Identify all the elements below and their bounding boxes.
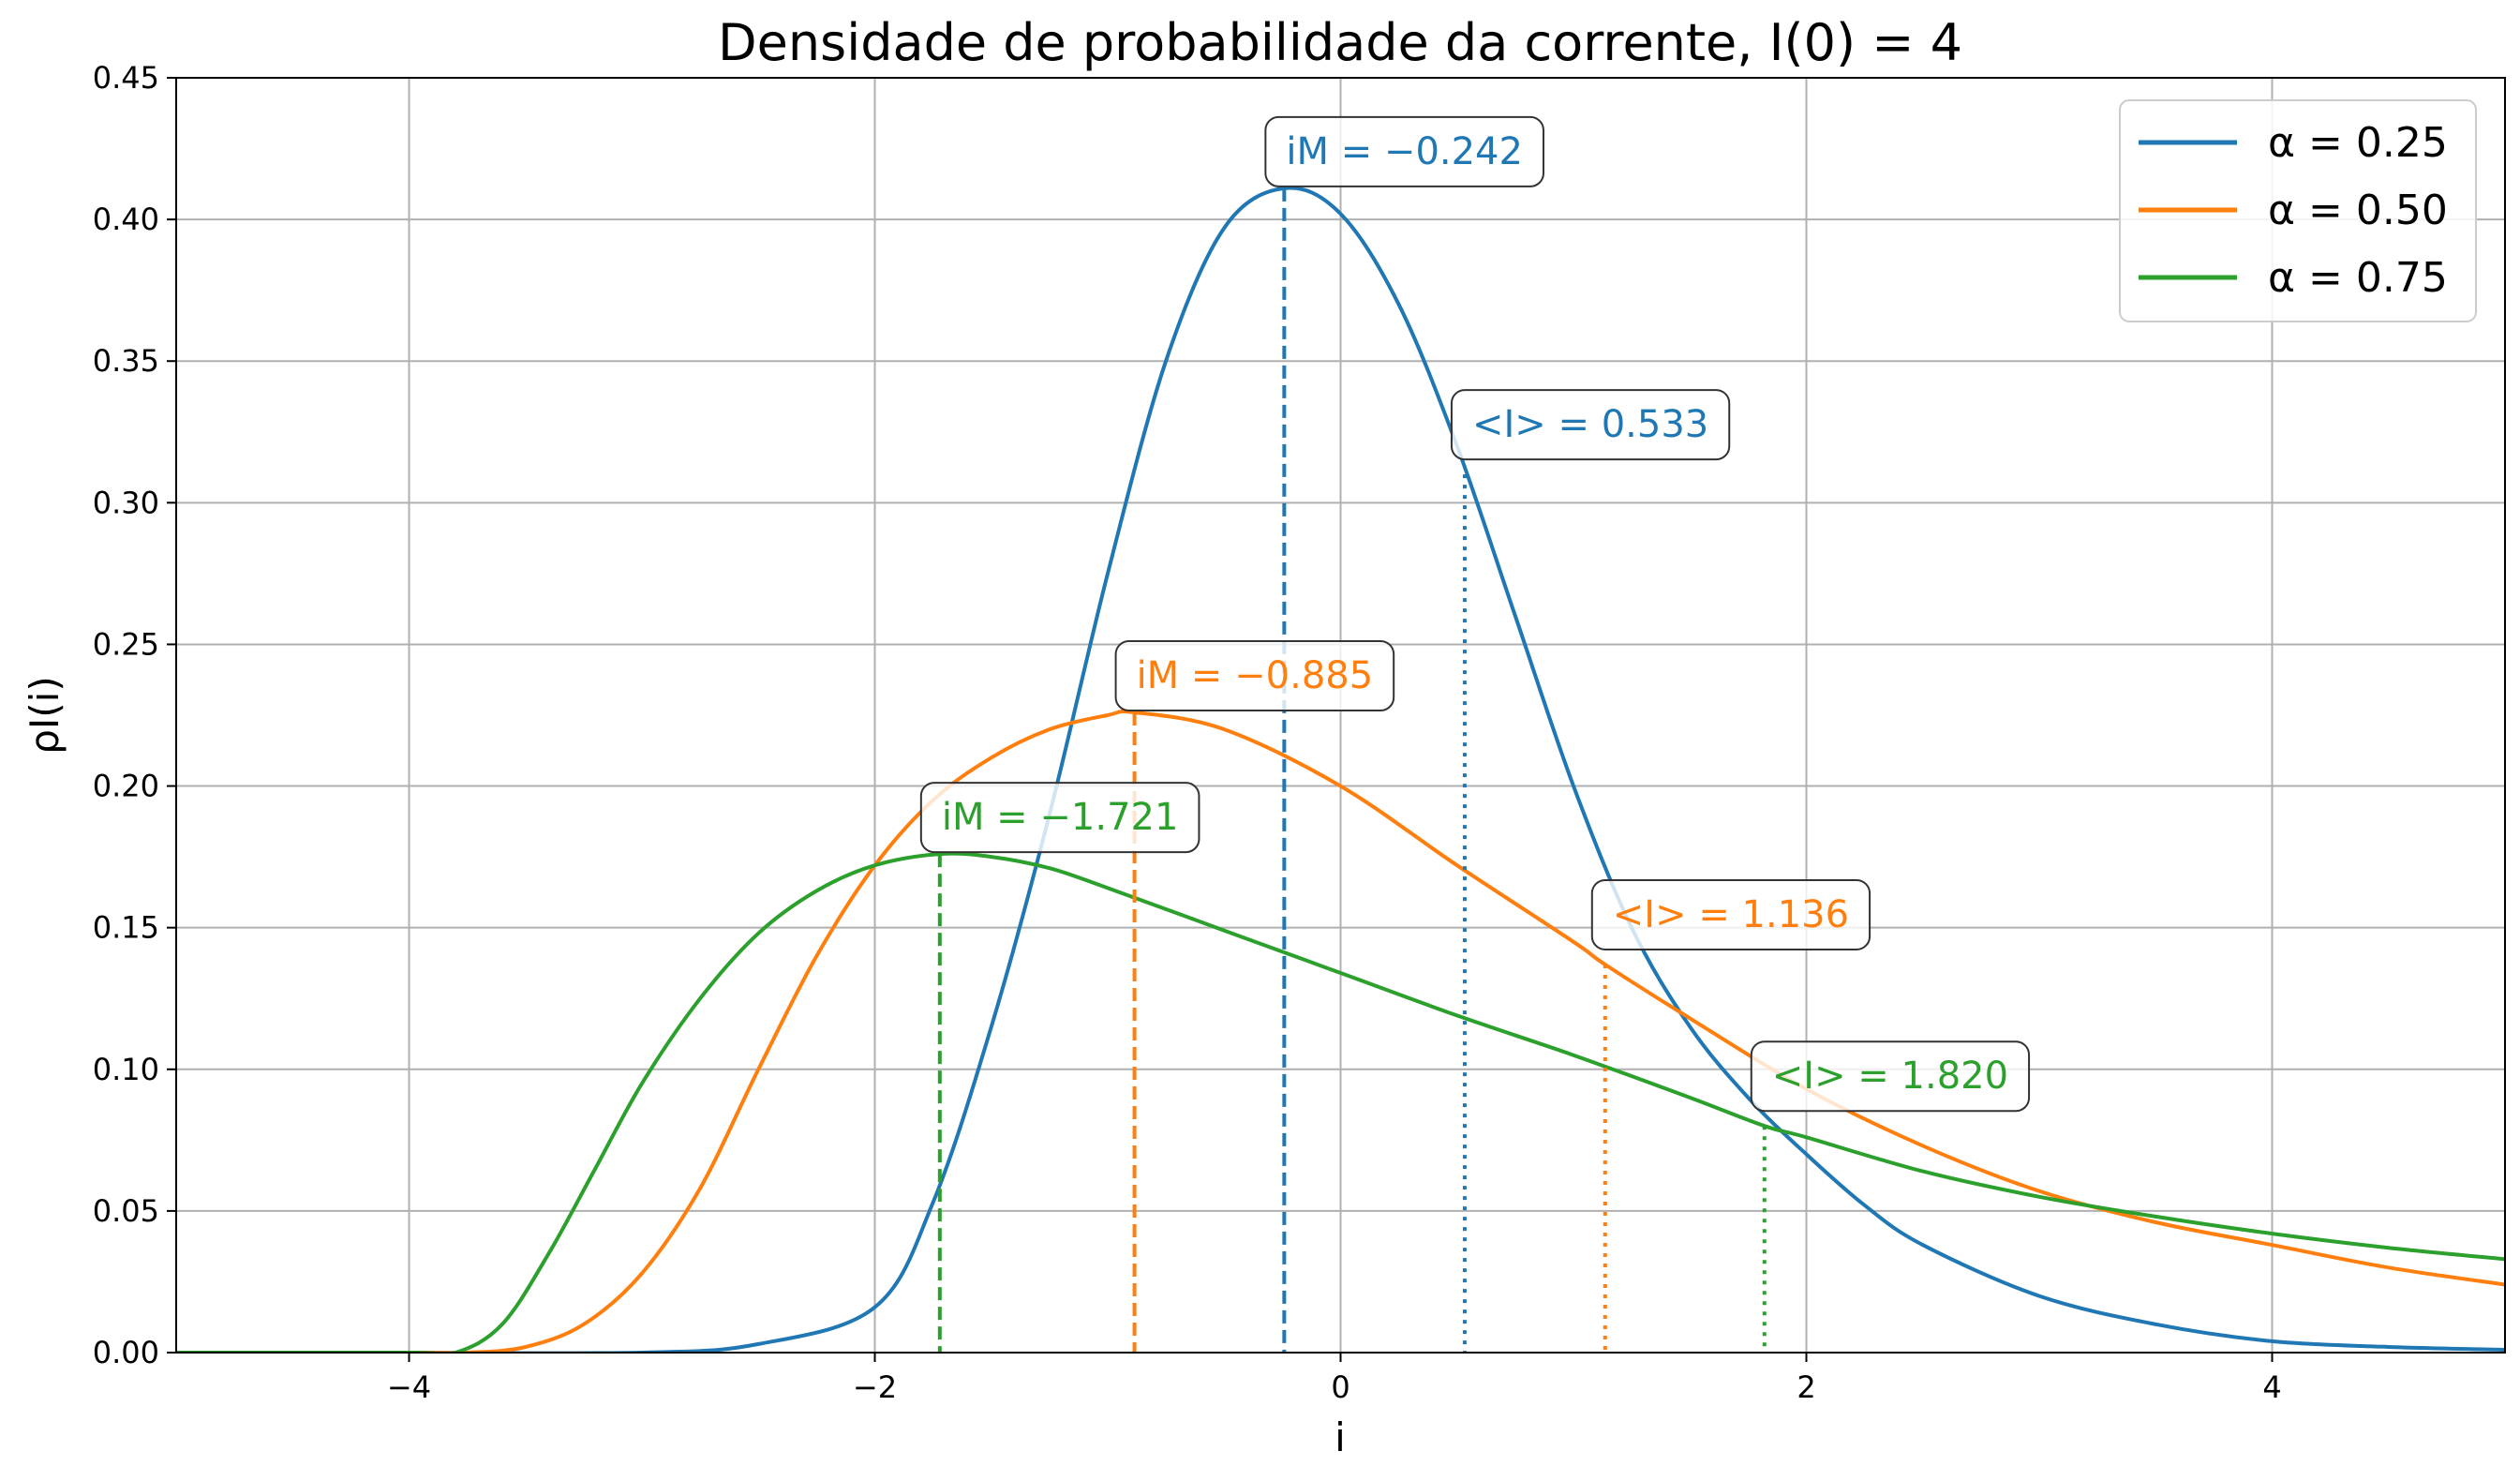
y-tick-label: 0.00 [93, 1335, 159, 1370]
mode-annotation-3-text: iM = −1.721 [942, 796, 1179, 839]
mean-annotation-1-box [1450, 389, 1731, 461]
mean-annotation-3-box [1750, 1040, 2031, 1113]
x-tick-label: 0 [1331, 1369, 1349, 1405]
mean-annotation-3-text: <I> = 1.820 [1772, 1055, 2008, 1098]
mode-annotation-2-text: iM = −0.885 [1137, 654, 1374, 697]
y-tick-label: 0.45 [93, 60, 159, 96]
mode-annotation-1: iM = −0.242 [1264, 115, 1544, 187]
mode-annotation-2: iM = −0.885 [1114, 639, 1395, 711]
plot-area [176, 186, 2505, 1353]
mean-annotation-2: <I> = 1.136 [1590, 878, 1871, 950]
mean-annotation-1: <I> = 0.533 [1450, 389, 1731, 461]
mode-annotation-3: iM = −1.721 [919, 782, 1200, 854]
x-tick-label: 4 [2262, 1369, 2281, 1405]
y-axis: 0.00 0.05 0.10 0.15 0.20 0.25 0.30 0.35 0.40 0.45 [93, 60, 176, 1370]
legend-box [2119, 99, 2477, 322]
y-tick-label: 0.35 [93, 343, 159, 379]
legend-entry-1: α = 0.25 [2268, 119, 2448, 167]
mean-annotation-3: <I> = 1.820 [1750, 1040, 2031, 1113]
y-tick-label: 0.10 [93, 1052, 159, 1087]
mode-annotation-1-box [1264, 115, 1544, 187]
x-axis-label: i [1335, 1414, 1346, 1460]
y-axis-label: ρI(i) [22, 676, 67, 755]
legend-entry-3: α = 0.75 [2268, 254, 2448, 302]
mode-annotation-1-text: iM = −0.242 [1286, 130, 1523, 173]
x-tick-label: −4 [387, 1369, 431, 1405]
y-tick-label: 0.05 [93, 1193, 159, 1229]
x-tick-label: 2 [1797, 1369, 1815, 1405]
legend-entry-2: α = 0.50 [2268, 187, 2448, 234]
y-tick-label: 0.40 [93, 202, 159, 237]
chart-title: Densidade de probabilidade da corrente, … [718, 13, 1962, 72]
mode-annotation-2-box [1114, 639, 1395, 711]
mode-annotation-3-box [919, 782, 1200, 854]
annotations: iM = −0.242 <I> = 0.533 iM = −0.885 <I> = 1… [919, 115, 2031, 1113]
series-line-3 [176, 851, 2505, 1353]
mean-annotation-2-text: <I> = 1.136 [1613, 893, 1849, 936]
x-tick-label: −2 [853, 1369, 897, 1405]
y-tick-label: 0.20 [93, 769, 159, 804]
series-line-1 [176, 186, 2505, 1353]
mean-annotation-2-box [1590, 878, 1871, 950]
mean-annotation-1-text: <I> = 0.533 [1472, 403, 1708, 446]
legend: α = 0.25 α = 0.50 α = 0.75 [2119, 99, 2477, 322]
y-tick-label: 0.25 [93, 626, 159, 662]
x-axis: −4 −2 0 2 4 [387, 1353, 2282, 1405]
series-line-2 [176, 709, 2505, 1353]
y-tick-label: 0.15 [93, 910, 159, 946]
y-tick-label: 0.30 [93, 485, 159, 520]
